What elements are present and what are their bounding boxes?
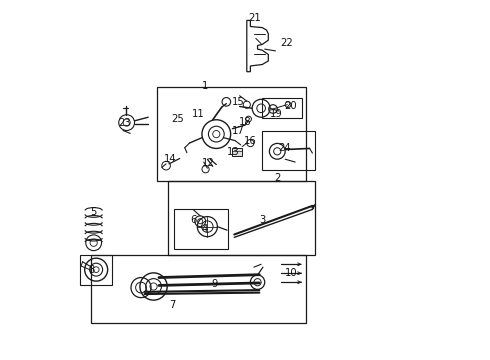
Text: 16: 16 (244, 136, 257, 146)
Bar (232, 148, 243, 156)
Text: 4: 4 (202, 225, 208, 234)
Text: 24: 24 (278, 143, 291, 153)
Bar (80, 255, 112, 285)
Text: 1: 1 (202, 81, 209, 91)
Bar (262, 98, 302, 118)
Bar (168, 181, 315, 255)
Text: 7: 7 (170, 300, 176, 310)
Bar (91, 255, 306, 323)
Text: 15: 15 (231, 97, 244, 107)
Text: 13: 13 (227, 147, 240, 157)
Bar (157, 87, 306, 181)
Bar (174, 209, 228, 249)
Text: 21: 21 (248, 13, 261, 23)
Text: 20: 20 (284, 102, 297, 112)
Text: 14: 14 (163, 154, 176, 164)
Text: 8: 8 (89, 265, 95, 275)
Text: 12: 12 (202, 158, 215, 168)
Text: 3: 3 (259, 215, 266, 225)
Text: 23: 23 (118, 118, 130, 128)
Text: 6: 6 (190, 215, 196, 225)
Text: 9: 9 (211, 279, 218, 289)
Text: 22: 22 (281, 38, 294, 48)
Text: 17: 17 (231, 126, 244, 135)
Text: 2: 2 (274, 173, 280, 183)
Text: 19: 19 (270, 109, 283, 119)
Bar (262, 131, 315, 170)
Text: 18: 18 (239, 117, 251, 127)
Text: 25: 25 (171, 114, 184, 124)
Text: 10: 10 (285, 268, 298, 278)
Text: 11: 11 (192, 109, 205, 119)
Text: 5: 5 (90, 207, 97, 217)
